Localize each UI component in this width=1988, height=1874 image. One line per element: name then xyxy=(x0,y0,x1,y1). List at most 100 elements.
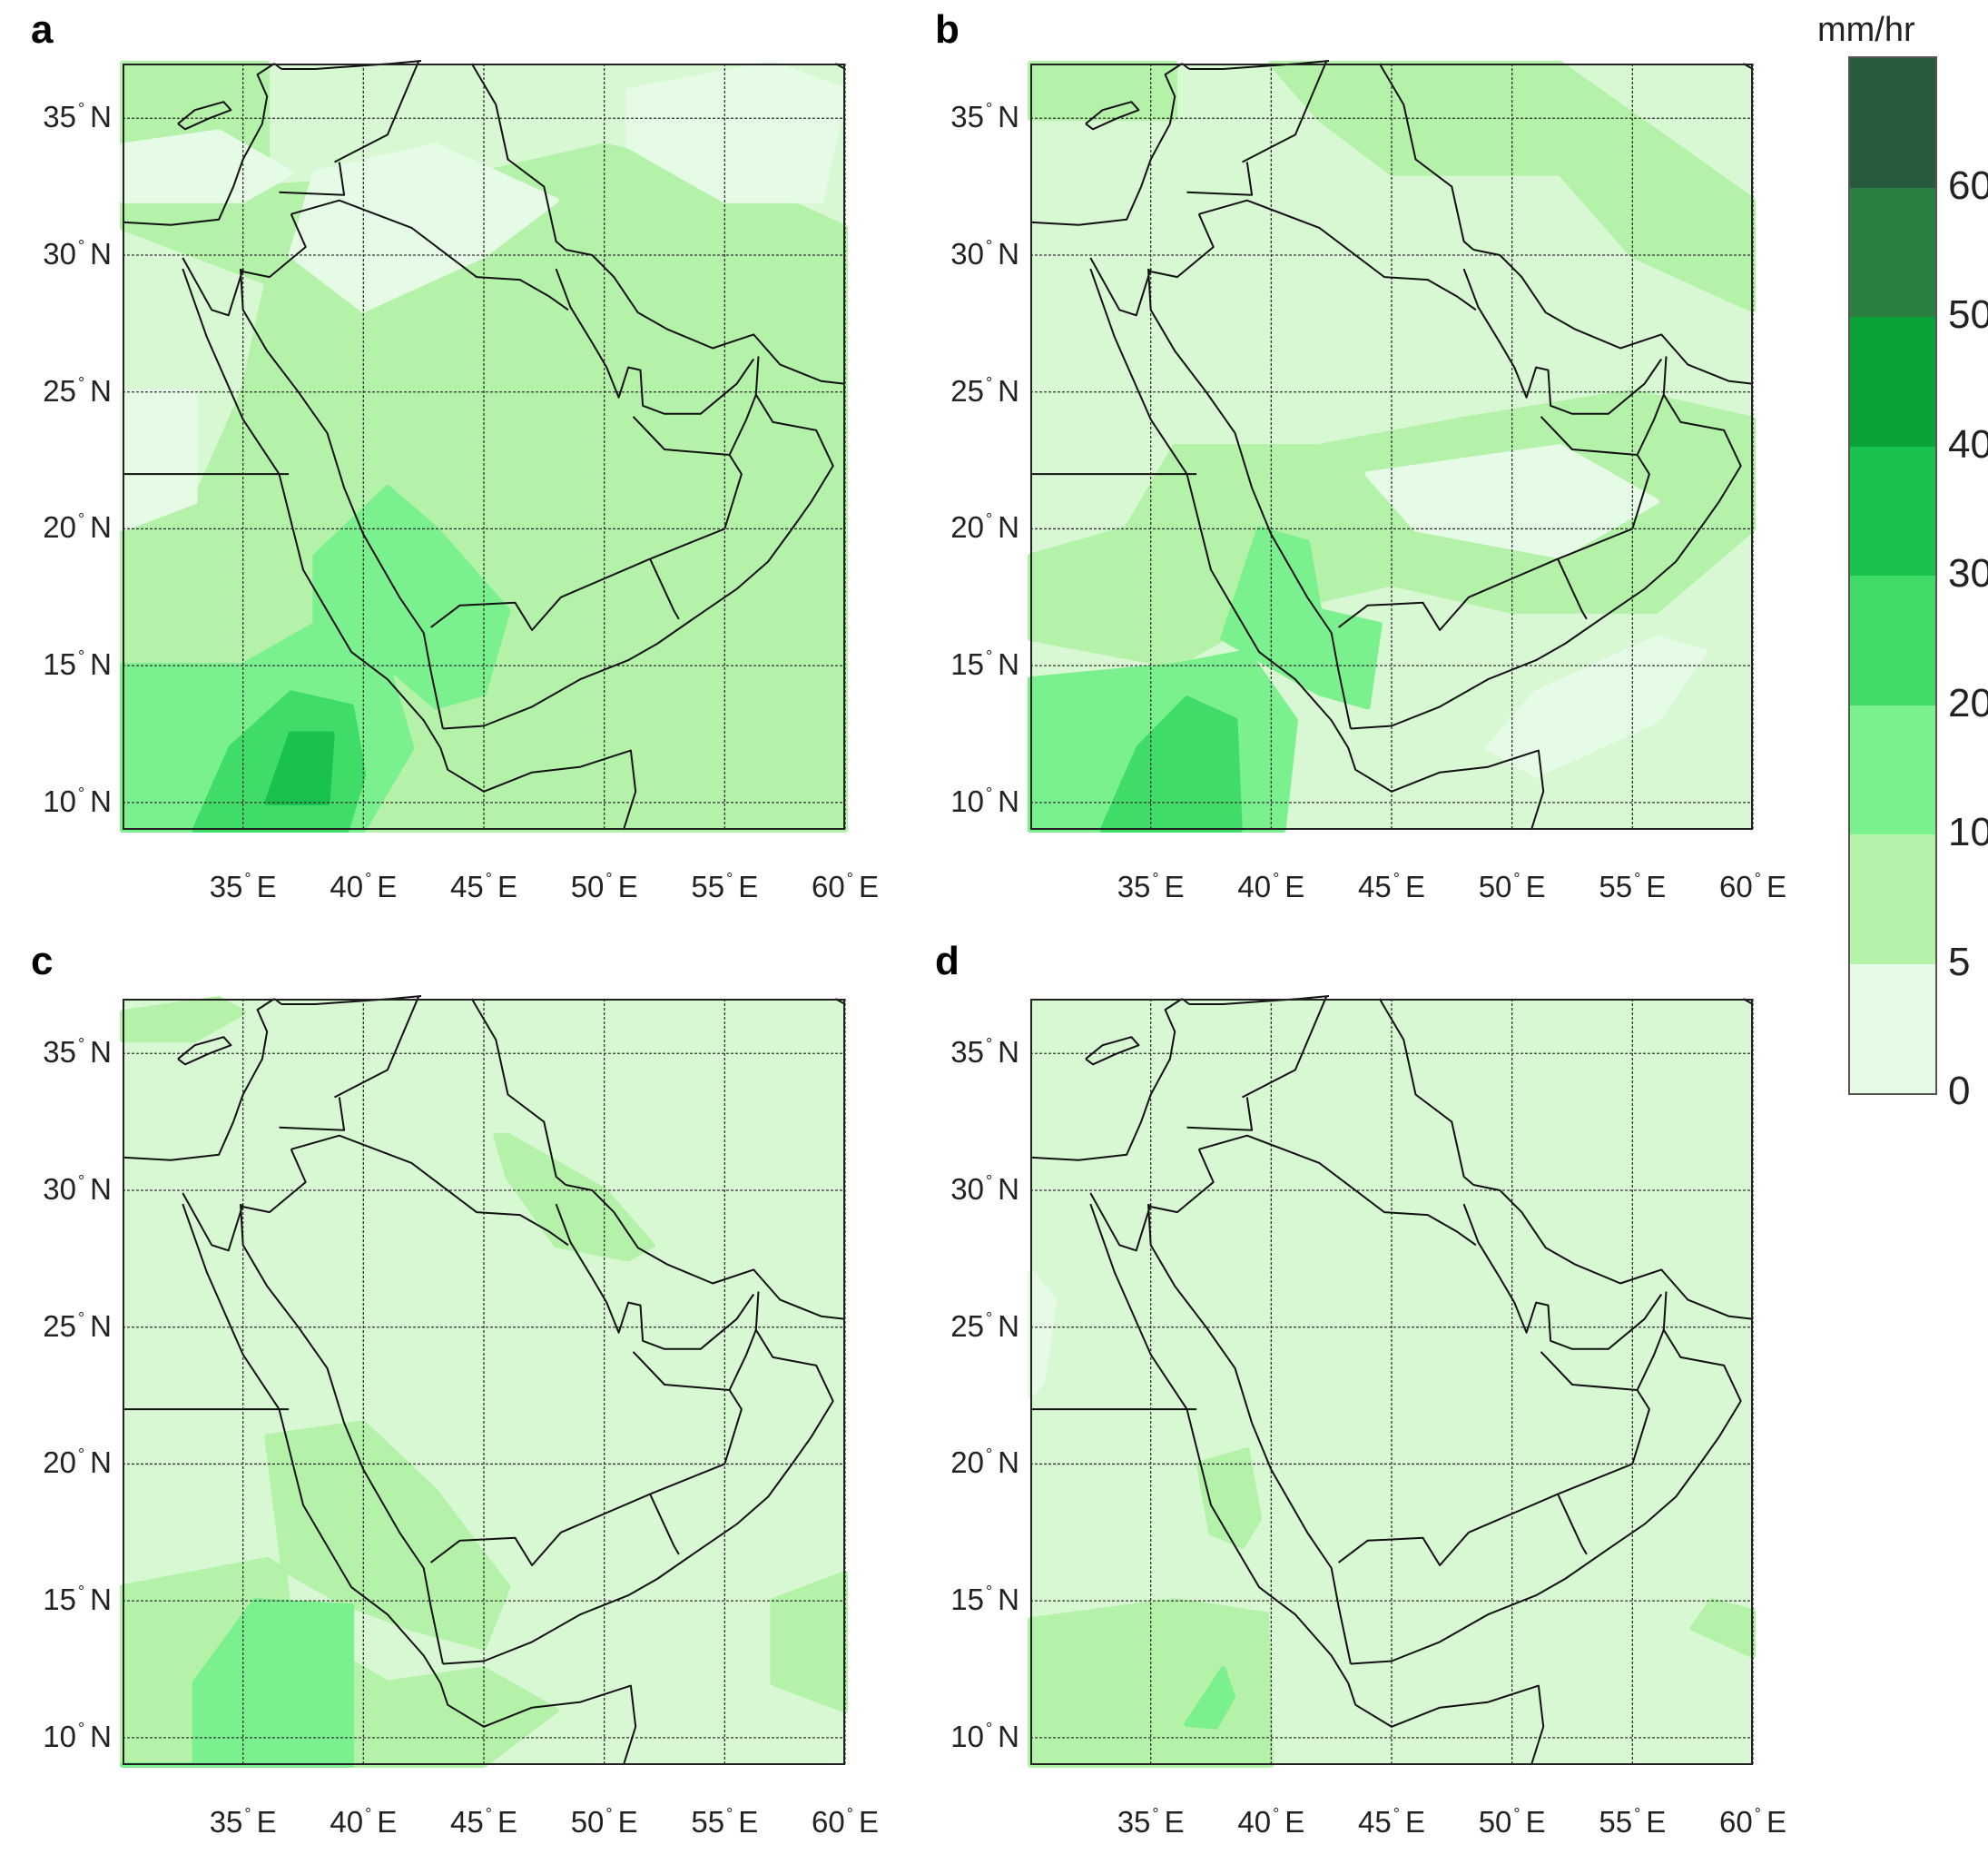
lat-tick-value: 25 xyxy=(950,1308,984,1343)
lat-tick-label: 10 ° N xyxy=(920,784,1019,819)
colorbar-tick-label: 60 xyxy=(1948,163,1988,208)
lat-suffix: N xyxy=(90,100,112,134)
coastline-border xyxy=(281,995,422,1005)
coastline-border xyxy=(1029,998,1183,1161)
colorbar-segment xyxy=(1850,705,1935,834)
colorbar-tick-label: 50 xyxy=(1948,292,1988,337)
colorbar-segment xyxy=(1850,834,1935,964)
colorbar-tick-label: 40 xyxy=(1948,421,1988,467)
lat-tick-label: 20 ° N xyxy=(12,510,112,545)
coastline-border xyxy=(1089,1192,1152,1252)
lat-suffix: N xyxy=(90,510,112,545)
colorbar-tick-label: 30 xyxy=(1948,551,1988,596)
coastline-border xyxy=(281,60,422,70)
degree-symbol: ° xyxy=(1393,870,1400,888)
lon-suffix: E xyxy=(1164,870,1185,903)
lat-suffix: N xyxy=(90,1172,112,1206)
lon-tick-value: 55 xyxy=(1599,1805,1633,1839)
coastline-border xyxy=(1089,257,1152,317)
lon-tick-label: 50 ° E xyxy=(550,1805,659,1839)
coastline-border xyxy=(1378,998,1474,1186)
degree-symbol: ° xyxy=(846,870,853,888)
lon-tick-value: 40 xyxy=(1237,1805,1272,1839)
degree-symbol: ° xyxy=(605,1805,613,1823)
coastline-border xyxy=(290,199,569,311)
degree-symbol: ° xyxy=(726,1805,733,1823)
coastline-border xyxy=(1462,1203,1663,1350)
lon-suffix: E xyxy=(1525,1805,1546,1839)
coastline-border xyxy=(177,101,232,131)
lat-tick-label: 10 ° N xyxy=(12,1720,112,1754)
degree-symbol: ° xyxy=(985,1172,993,1190)
precip-contour-region xyxy=(493,1132,655,1262)
lat-suffix: N xyxy=(90,373,112,408)
coastline-border xyxy=(182,257,244,317)
lon-suffix: E xyxy=(1766,1805,1786,1839)
coastline-border xyxy=(1557,558,1588,620)
coastline-border xyxy=(1085,101,1140,131)
coastline-border xyxy=(182,1203,442,1684)
lat-tick-label: 15 ° N xyxy=(920,1583,1019,1617)
lat-tick-value: 15 xyxy=(43,1583,76,1617)
degree-symbol: ° xyxy=(244,870,251,888)
coastline-border xyxy=(122,63,275,226)
lon-tick-label: 55 ° E xyxy=(670,1805,779,1839)
lon-tick-value: 45 xyxy=(450,870,484,903)
panel-label-a: a xyxy=(31,7,54,52)
lat-suffix: N xyxy=(998,1583,1019,1617)
lat-tick-label: 30 ° N xyxy=(920,237,1019,271)
degree-symbol: ° xyxy=(846,1805,853,1823)
lon-suffix: E xyxy=(858,1805,879,1839)
lat-tick-label: 30 ° N xyxy=(920,1172,1019,1207)
lat-tick-label: 35 ° N xyxy=(920,1035,1019,1070)
lon-tick-value: 50 xyxy=(1478,870,1512,903)
lat-tick-label: 25 ° N xyxy=(920,374,1019,409)
precip-contour-region xyxy=(1485,636,1708,778)
lat-tick-value: 35 xyxy=(950,1035,984,1070)
lat-tick-label: 20 ° N xyxy=(920,1445,1019,1480)
lon-suffix: E xyxy=(1404,870,1425,903)
lon-tick-label: 35 ° E xyxy=(1097,870,1206,904)
lon-tick-value: 35 xyxy=(1117,1805,1151,1839)
lon-tick-value: 55 xyxy=(691,870,725,903)
map-frame xyxy=(1030,999,1753,1765)
lon-tick-value: 45 xyxy=(450,1805,484,1839)
precip-contour-region xyxy=(1220,526,1383,710)
degree-symbol: ° xyxy=(985,1308,993,1327)
lat-suffix: N xyxy=(998,373,1019,408)
lat-tick-label: 10 ° N xyxy=(920,1720,1019,1754)
lon-tick-value: 60 xyxy=(1719,870,1753,903)
lon-suffix: E xyxy=(1284,870,1305,903)
degree-symbol: ° xyxy=(365,1805,372,1823)
lon-tick-value: 50 xyxy=(1478,1805,1512,1839)
coastline-border xyxy=(439,1682,637,1766)
coastline-border xyxy=(1150,213,1215,279)
coastline-border xyxy=(1150,1149,1215,1214)
lat-tick-value: 20 xyxy=(43,1445,76,1480)
lat-suffix: N xyxy=(998,647,1019,682)
lat-tick-label: 25 ° N xyxy=(12,1309,112,1344)
coastline-border xyxy=(1089,268,1350,749)
lon-tick-value: 35 xyxy=(1117,870,1151,903)
coastline-border xyxy=(1189,995,1330,1005)
coastline-border xyxy=(649,558,680,620)
degree-symbol: ° xyxy=(77,1583,85,1602)
precip-contour-region xyxy=(1196,1447,1263,1549)
coastline-border xyxy=(1089,1203,1350,1684)
lon-tick-label: 45 ° E xyxy=(429,1805,538,1839)
coastline-border xyxy=(1472,249,1754,385)
lat-tick-label: 15 ° N xyxy=(12,647,112,682)
lon-suffix: E xyxy=(1646,1805,1667,1839)
lat-tick-value: 35 xyxy=(43,1035,76,1070)
lat-tick-label: 10 ° N xyxy=(12,784,112,819)
lon-suffix: E xyxy=(1404,1805,1425,1839)
coastline-border xyxy=(1242,60,1328,163)
coastline-border xyxy=(182,1192,244,1252)
lon-tick-label: 60 ° E xyxy=(791,870,900,904)
coastline-border xyxy=(1186,1097,1254,1131)
lon-tick-label: 60 ° E xyxy=(791,1805,900,1839)
lon-tick-label: 55 ° E xyxy=(670,870,779,904)
lon-suffix: E xyxy=(497,870,517,903)
coastline-border xyxy=(122,998,275,1161)
degree-symbol: ° xyxy=(1273,1805,1280,1823)
